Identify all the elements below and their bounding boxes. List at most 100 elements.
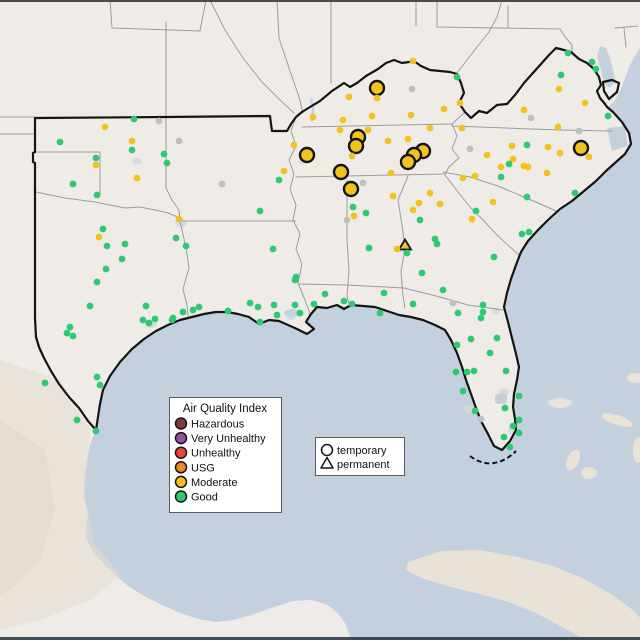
aqi-legend-label: Moderate (191, 477, 237, 489)
station-marker (362, 209, 370, 217)
station-marker (63, 329, 71, 337)
temporary-circle-icon (320, 443, 334, 457)
station-marker (224, 307, 232, 315)
station-marker (477, 415, 485, 423)
aqi-legend-label: USG (191, 462, 215, 474)
station-marker (515, 416, 523, 424)
pamlico-sound (607, 126, 628, 151)
station-marker (128, 146, 136, 154)
station-marker (96, 381, 104, 389)
station-marker (515, 429, 523, 437)
station-marker (269, 245, 277, 253)
station-marker (477, 314, 485, 322)
station-marker-large (298, 146, 316, 164)
station-marker (554, 123, 562, 131)
station-marker (479, 308, 487, 316)
station-marker (518, 230, 526, 238)
station-marker (348, 300, 356, 308)
station-marker (343, 216, 351, 224)
station-marker (69, 180, 77, 188)
station-marker (336, 126, 344, 134)
station-marker (92, 427, 100, 435)
station-marker (41, 379, 49, 387)
station-marker (543, 169, 551, 177)
station-marker (506, 443, 514, 451)
station-marker (359, 179, 367, 187)
station-marker (387, 169, 395, 177)
florida-keys (469, 450, 517, 465)
station-marker (452, 368, 460, 376)
station-marker (384, 137, 392, 145)
station-marker (479, 301, 487, 309)
station-marker (407, 111, 415, 119)
station-marker (470, 367, 478, 375)
station-marker (246, 299, 254, 307)
station-marker (467, 335, 475, 343)
station-marker (453, 341, 461, 349)
bays-and-lakes (284, 46, 628, 418)
aqi-legend-label: Unhealthy (191, 448, 241, 460)
station-marker (500, 433, 508, 441)
station-marker (585, 153, 593, 161)
station-marker (92, 161, 100, 169)
station-marker (416, 216, 424, 224)
station-marker (454, 309, 462, 317)
station-marker-permanent (397, 237, 413, 251)
station-marker (376, 309, 384, 317)
station-marker (380, 289, 388, 297)
station-marker (440, 105, 448, 113)
station-marker (458, 124, 466, 132)
station-marker (348, 152, 356, 160)
station-marker (350, 212, 358, 220)
station-marker (182, 242, 190, 250)
aqi-swatch-moderate (174, 475, 188, 489)
station-marker (169, 314, 177, 322)
station-marker (290, 141, 298, 149)
station-marker (527, 114, 535, 122)
station-marker (581, 99, 589, 107)
station-marker (118, 255, 126, 263)
station-marker (571, 189, 579, 197)
aqi-swatch-good (174, 490, 188, 503)
station-marker (555, 85, 563, 93)
station-marker (133, 174, 141, 182)
station-marker (471, 172, 479, 180)
station-marker (557, 71, 565, 79)
station-marker (575, 127, 583, 135)
aqi-legend-label: Hazardous (191, 419, 245, 431)
aqi-legend-title: Air Quality Index (183, 403, 268, 415)
station-marker (130, 115, 138, 123)
cuba (406, 550, 640, 640)
station-marker (459, 174, 467, 182)
station-marker (69, 332, 77, 340)
aqi-legend-box (169, 397, 282, 513)
station-marker (364, 126, 372, 134)
station-marker (254, 303, 262, 311)
temporary-label: temporary (337, 445, 387, 457)
station-marker (142, 302, 150, 310)
station-marker (436, 200, 444, 208)
aqi-legend-rows: Hazardous Very Unhealthy Unhealthy USG Moder… (174, 417, 266, 504)
station-marker (365, 244, 373, 252)
aqi-legend: Air Quality Index Hazardous Very Unhealth… (169, 397, 282, 513)
station-marker (544, 143, 552, 151)
station-marker (509, 155, 517, 163)
station-marker (404, 135, 412, 143)
station-marker (175, 137, 183, 145)
station-marker (309, 113, 317, 121)
station-marker (139, 316, 147, 324)
mexico-terrain-shading-2 (0, 420, 55, 595)
station-marker (389, 192, 397, 200)
aqi-swatch-unhealthy (174, 446, 188, 459)
station-marker (95, 233, 103, 241)
station-marker (73, 416, 81, 424)
station-marker (556, 149, 564, 157)
station-marker (275, 176, 283, 184)
map-top-edge (0, 0, 640, 2)
station-marker (368, 112, 376, 120)
station-marker (163, 159, 171, 167)
station-marker (101, 123, 109, 131)
